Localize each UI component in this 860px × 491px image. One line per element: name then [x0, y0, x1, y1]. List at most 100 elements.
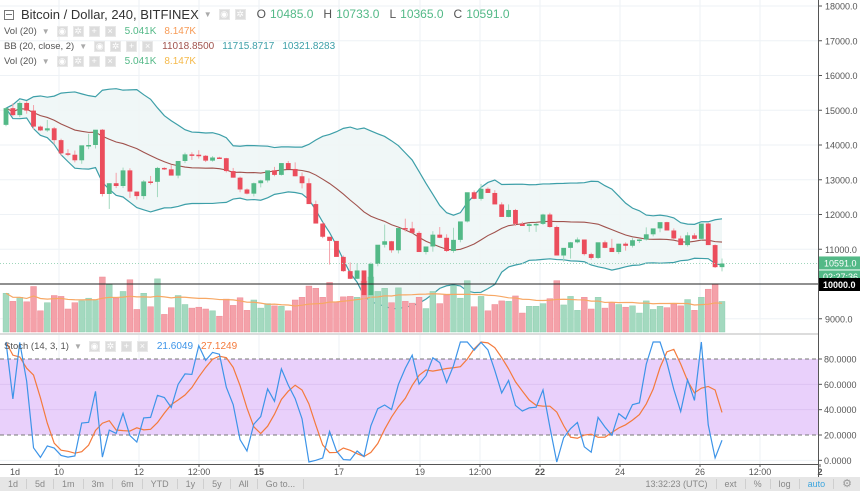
gear-icon[interactable]: ✲: [104, 341, 116, 352]
plus-icon[interactable]: +: [120, 341, 132, 352]
indicator-legend-stoch: Stoch (14, 3, 1) ▼ ◉ ✲ + × 21.6049 27.1249: [4, 340, 237, 353]
goto-button[interactable]: Go to...: [258, 479, 305, 489]
utc-clock[interactable]: 13:32:23 (UTC): [638, 479, 717, 489]
symbol-title[interactable]: Bitcoin / Dollar, 240, BITFINEX: [21, 7, 199, 22]
low-value: 10365.0: [400, 7, 444, 21]
range-1y[interactable]: 1y: [178, 479, 205, 489]
time-tick-label: 15: [254, 467, 264, 477]
svg-text:02:27:36: 02:27:36: [823, 272, 858, 282]
plus-icon[interactable]: +: [88, 56, 100, 67]
chevron-down-icon[interactable]: ▼: [203, 10, 212, 19]
close-value: 10591.0: [466, 7, 510, 21]
price-tick-label: 9000.0: [825, 314, 853, 324]
last-price-badge: [819, 256, 860, 270]
indicator-value: 8.147K: [164, 56, 197, 67]
close-icon[interactable]: ×: [136, 341, 148, 352]
time-tick-label: 12:00: [469, 467, 492, 477]
range-1m[interactable]: 1m: [54, 479, 84, 489]
plus-icon[interactable]: +: [88, 26, 100, 37]
open-label: O: [256, 7, 266, 21]
open-value: 10485.0: [270, 7, 314, 21]
svg-text:10591.0: 10591.0: [824, 258, 857, 268]
time-tick-label: 17: [334, 467, 344, 477]
chevron-down-icon[interactable]: ▼: [79, 42, 88, 51]
time-tick-label: 12:00: [188, 467, 211, 477]
time-tick-label: 19: [415, 467, 425, 477]
gear-icon[interactable]: ✲: [110, 41, 122, 52]
gear-icon[interactable]: ✲: [72, 56, 84, 67]
gear-icon[interactable]: ⚙: [842, 478, 852, 490]
toggle-auto[interactable]: auto: [800, 479, 835, 489]
stoch-k-value: 21.6049: [156, 341, 194, 352]
eye-icon[interactable]: ◉: [56, 56, 68, 67]
time-tick-label: 2: [817, 467, 822, 477]
volume-bars: [2, 276, 726, 333]
time-tick-label: 26: [695, 467, 705, 477]
close-icon[interactable]: ×: [142, 41, 154, 52]
high-value: 10733.0: [336, 7, 380, 21]
chevron-down-icon[interactable]: ▼: [41, 57, 50, 66]
stoch-tick-label: 40.0000: [824, 405, 857, 415]
crosshair-price-badge: [819, 278, 860, 291]
eye-icon[interactable]: ◉: [218, 9, 230, 20]
price-tick-label: 16000.0: [825, 71, 858, 81]
indicator-name[interactable]: Stoch (14, 3, 1): [4, 341, 69, 352]
eye-icon[interactable]: ◉: [88, 341, 100, 352]
collapse-legend-icon[interactable]: [4, 9, 14, 20]
bottom-toolbar: 1d 5d 1m 3m 6m YTD 1y 5y All Go to... 13…: [0, 477, 860, 491]
indicator-legend-bollinger: BB (20, close, 2) ▼ ◉ ✲ + × 11018.8500 1171…: [4, 40, 335, 53]
range-5y[interactable]: 5y: [204, 479, 231, 489]
stochastic-pane: [0, 341, 818, 463]
svg-text:1d: 1d: [10, 467, 20, 477]
price-tick-label: 11000.0: [825, 245, 857, 255]
range-6m[interactable]: 6m: [113, 479, 143, 489]
stoch-tick-label: 80.0000: [824, 355, 857, 365]
range-3m[interactable]: 3m: [84, 479, 114, 489]
indicator-value: 11715.8717: [222, 41, 275, 52]
time-tick-label: 24: [615, 467, 625, 477]
stoch-d-value: 27.1249: [201, 341, 238, 352]
price-tick-label: 13000.0: [825, 175, 858, 185]
close-icon[interactable]: ×: [104, 26, 116, 37]
indicator-value: 11018.8500: [162, 41, 215, 52]
eye-icon[interactable]: ◉: [56, 26, 68, 37]
pane-separator[interactable]: [0, 333, 818, 335]
price-tick-label: 12000.0: [825, 210, 858, 220]
chevron-down-icon[interactable]: ▼: [73, 342, 82, 351]
indicator-value: 5.041K: [124, 26, 157, 37]
time-tick-label: 10: [54, 467, 64, 477]
close-label: C: [453, 7, 463, 21]
stoch-k-line: [5, 341, 723, 463]
symbol-legend: Bitcoin / Dollar, 240, BITFINEX ▼ ◉ ✲ O 10…: [4, 8, 510, 21]
stoch-tick-label: 20.0000: [824, 431, 857, 441]
stoch-axis[interactable]: 80.0000 60.0000 40.0000 20.0000 0.0000: [818, 336, 860, 466]
indicator-name[interactable]: Vol (20): [4, 56, 37, 67]
toggle-ext[interactable]: ext: [717, 479, 746, 489]
price-tick-label: 14000.0: [825, 141, 858, 151]
indicator-name[interactable]: BB (20, close, 2): [4, 41, 75, 52]
stoch-tick-label: 60.0000: [824, 380, 857, 390]
time-tick-label: 22: [535, 467, 545, 477]
low-label: L: [389, 7, 397, 21]
range-all[interactable]: All: [231, 479, 258, 489]
toggle-log[interactable]: log: [771, 479, 800, 489]
time-axis[interactable]: 10 12 12:00 15 17 19 12:00 22 24 26 12:00 2 1d: [0, 464, 823, 477]
price-tick-label: 18000.0: [825, 2, 858, 12]
gear-icon[interactable]: ✲: [72, 26, 84, 37]
price-tick-label: 15000.0: [825, 106, 858, 116]
toggle-percent[interactable]: %: [746, 479, 771, 489]
chevron-down-icon[interactable]: ▼: [41, 27, 50, 36]
plus-icon[interactable]: +: [126, 41, 138, 52]
range-ytd[interactable]: YTD: [143, 479, 178, 489]
range-5d[interactable]: 5d: [27, 479, 55, 489]
eye-icon[interactable]: ◉: [94, 41, 106, 52]
indicator-name[interactable]: Vol (20): [4, 26, 37, 37]
time-tick-label: 12: [134, 467, 144, 477]
gear-icon[interactable]: ✲: [234, 9, 246, 20]
indicator-value: 5.041K: [124, 56, 157, 67]
range-1d[interactable]: 1d: [0, 479, 28, 489]
indicator-value: 8.147K: [164, 26, 197, 37]
close-icon[interactable]: ×: [104, 56, 116, 67]
